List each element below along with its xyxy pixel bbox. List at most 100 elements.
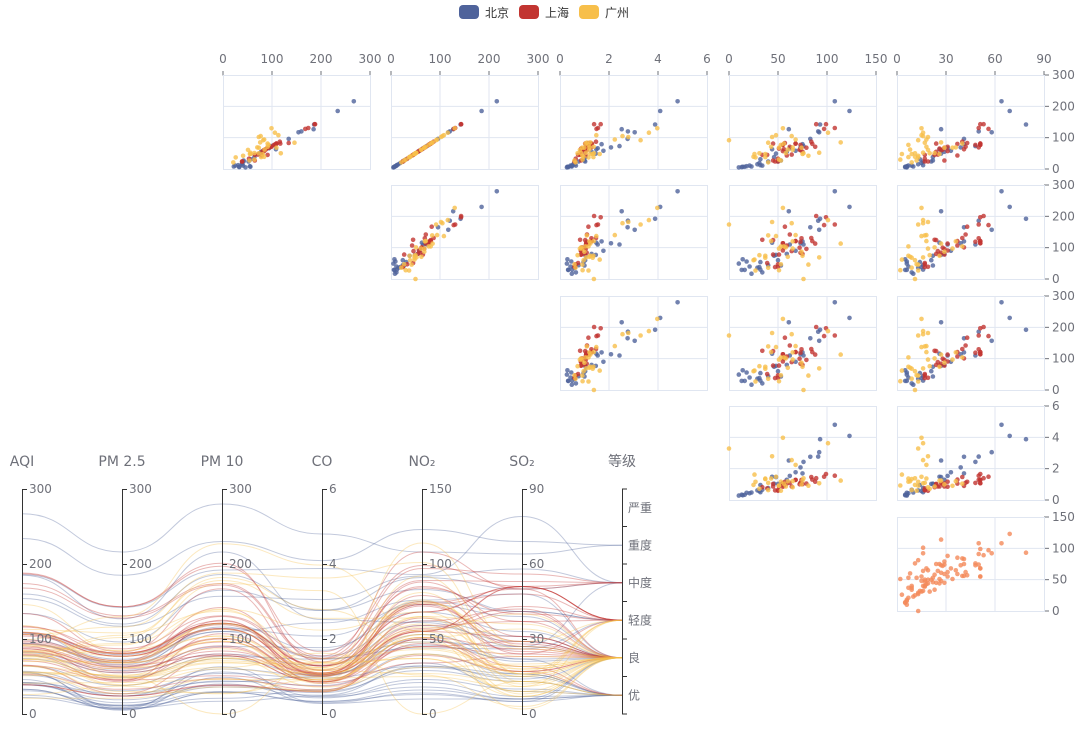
- scatter-point: [591, 144, 596, 150]
- scatter-point: [960, 355, 965, 360]
- scatter-point: [904, 372, 910, 377]
- scatter-point: [413, 245, 419, 250]
- scatter-point: [925, 159, 931, 164]
- scatter-point: [769, 454, 775, 459]
- scatter-point: [790, 478, 795, 484]
- scatter-point: [919, 126, 924, 131]
- scatter-point: [964, 140, 970, 146]
- legend-item[interactable]: 北京: [458, 4, 509, 20]
- scatter-point: [266, 142, 271, 148]
- scatter-point: [932, 572, 937, 577]
- scatter-point: [625, 336, 630, 341]
- scatter-point: [726, 333, 732, 338]
- scatter-point: [580, 378, 585, 384]
- scatter-point: [776, 483, 782, 489]
- scatter-point: [426, 142, 432, 148]
- x-tick-label: 300: [359, 52, 382, 66]
- scatter-point: [231, 160, 236, 165]
- scatter-point: [429, 140, 435, 145]
- scatter-point: [847, 315, 852, 321]
- scatter-point: [1023, 327, 1029, 333]
- scatter-point: [770, 252, 776, 257]
- axis-tick-label: 0: [529, 707, 537, 721]
- parallel-line: [21, 528, 623, 576]
- scatter-point: [580, 267, 585, 273]
- scatter-point: [912, 368, 918, 374]
- scatter-point: [920, 588, 926, 594]
- scatter-point: [912, 257, 918, 263]
- y-tick-label: 300: [1052, 289, 1075, 303]
- scatter-point: [847, 433, 852, 439]
- y-tick-label: 0: [1052, 493, 1060, 507]
- axis-tick-label: 300: [129, 482, 152, 496]
- scatter-point: [955, 571, 960, 577]
- scatter-point: [821, 222, 827, 228]
- scatter-point: [617, 353, 622, 358]
- legend-item[interactable]: 上海: [518, 4, 569, 20]
- scatter-point: [409, 243, 415, 248]
- scatter-point: [920, 457, 926, 463]
- scatter-point: [816, 449, 822, 455]
- scatter-point: [898, 378, 903, 384]
- scatter-point: [569, 382, 575, 388]
- scatter-point: [619, 126, 624, 132]
- scatter-point: [758, 259, 763, 265]
- axis-tick-label: 90: [529, 482, 544, 496]
- scatter-point: [906, 154, 911, 160]
- scatter-point: [747, 375, 752, 380]
- scatter-point: [942, 249, 947, 254]
- scatter-point: [955, 243, 960, 248]
- scatter-point: [726, 222, 732, 227]
- scatter-point: [817, 436, 823, 442]
- x-tick-label: 90: [1036, 52, 1051, 66]
- scatter-point: [458, 121, 464, 127]
- x-tick-label: 100: [816, 52, 839, 66]
- scatter-point: [801, 387, 806, 393]
- scatter-point: [601, 248, 606, 254]
- scatter-point: [823, 121, 829, 127]
- scatter-point: [786, 126, 792, 132]
- scatter-point: [929, 257, 934, 263]
- scatter-point: [401, 262, 407, 267]
- scatter-point: [429, 224, 435, 229]
- scatter-point: [938, 320, 944, 325]
- scatter-cell: [560, 75, 708, 170]
- scatter-point: [981, 552, 986, 558]
- scatter-point: [925, 357, 931, 362]
- scatter-point: [768, 349, 774, 355]
- scatter-point: [577, 348, 583, 354]
- y-tick-label: 4: [1052, 430, 1060, 444]
- scatter-point: [433, 137, 439, 143]
- scatter-point: [617, 143, 622, 149]
- scatter-point: [412, 255, 417, 260]
- scatter-point: [937, 576, 942, 582]
- scatter-point: [785, 254, 791, 260]
- scatter-point: [586, 335, 591, 341]
- scatter-point: [757, 151, 762, 156]
- scatter-cell: [391, 75, 539, 170]
- legend-item[interactable]: 广州: [579, 4, 629, 20]
- scatter-point: [620, 331, 625, 337]
- scatter-point: [804, 246, 809, 252]
- scatter-point: [812, 241, 818, 246]
- axis-tick-label: 6: [329, 482, 337, 496]
- scatter-point: [778, 262, 784, 267]
- scatter-point: [915, 379, 921, 384]
- scatter-point: [407, 154, 413, 160]
- scatter-point: [655, 205, 660, 211]
- scatter-point: [813, 324, 819, 330]
- scatter-point: [906, 142, 911, 148]
- scatter-point: [938, 352, 944, 357]
- x-tick-label: 200: [310, 52, 333, 66]
- scatter-point: [740, 368, 745, 373]
- scatter-point: [419, 254, 424, 260]
- scatter-point: [778, 142, 784, 148]
- x-tick-label: 0: [725, 52, 733, 66]
- scatter-point: [785, 479, 791, 484]
- scatter-point: [800, 364, 805, 370]
- scatter-point: [769, 219, 775, 225]
- scatter-point: [269, 126, 274, 131]
- scatter-point: [797, 245, 802, 250]
- scatter-point: [595, 333, 601, 338]
- scatter-point: [986, 547, 991, 553]
